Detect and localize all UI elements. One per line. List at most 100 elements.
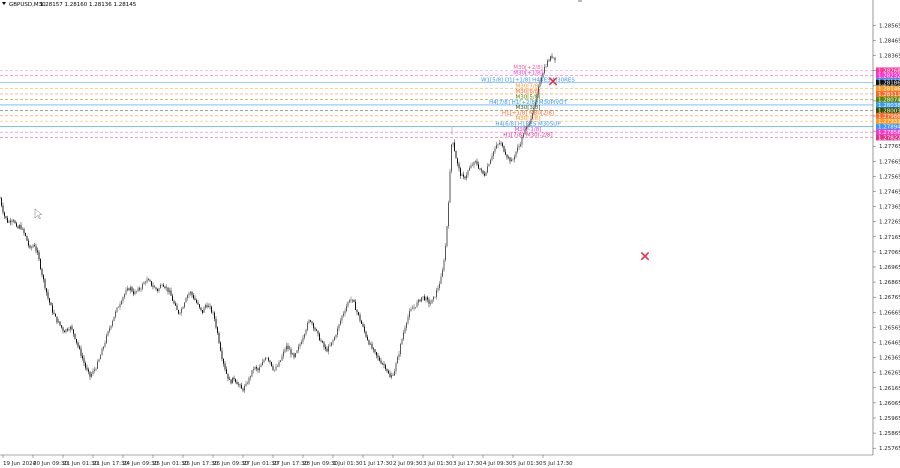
scroll-handle[interactable]	[578, 0, 582, 2]
candle-body	[394, 371, 395, 376]
chevron-down-icon[interactable]	[2, 2, 6, 5]
price-badge	[876, 91, 900, 97]
candle-body	[257, 368, 259, 371]
candle-body	[539, 81, 541, 87]
candle-body	[547, 60, 548, 67]
candle-body	[301, 341, 302, 345]
candle-body	[385, 365, 386, 369]
y-tick-label: 1.26865	[879, 280, 900, 286]
candle-body	[124, 294, 125, 298]
level-label: H1[7/8] M30[-2/8]	[503, 132, 552, 138]
candle-body	[202, 310, 203, 313]
candle-body	[541, 77, 542, 82]
candle-body	[443, 260, 445, 271]
candle-body	[338, 324, 340, 329]
candle-body	[173, 300, 175, 304]
candle-body	[371, 343, 373, 349]
x-tick-label: 28 Jun 09:30	[303, 461, 338, 467]
candle-body	[98, 359, 100, 362]
candle-body	[86, 367, 88, 370]
x-tick-label: 21 Jun 17:30	[93, 461, 128, 467]
candle-body	[122, 297, 124, 302]
candle-body	[470, 165, 472, 169]
price-badge	[876, 123, 900, 130]
x-tick-label: 25 Jun 17:30	[183, 461, 218, 467]
candle-body	[113, 316, 115, 322]
candle-body	[290, 349, 292, 355]
candle-body	[77, 342, 79, 347]
candle-body	[155, 287, 157, 290]
candle-body	[467, 170, 469, 175]
candle-body	[457, 158, 458, 164]
y-tick-label: 1.28565	[879, 23, 900, 29]
candle-body	[139, 288, 140, 290]
price-badge	[876, 67, 900, 74]
candle-body	[286, 345, 287, 350]
candle-body	[296, 350, 298, 354]
candle-body	[182, 307, 184, 309]
candle-body	[314, 327, 316, 330]
close-icon[interactable]	[548, 77, 558, 86]
candle-body	[256, 367, 257, 369]
candle-body	[133, 291, 134, 295]
y-tick-label: 1.27065	[879, 250, 900, 256]
x-tick-label: 26 Jun 09:30	[213, 461, 248, 467]
candle-body	[226, 369, 227, 374]
candle-body	[178, 310, 179, 314]
candle-body	[245, 383, 247, 387]
candle-body	[125, 290, 127, 295]
candle-body	[95, 368, 97, 370]
close-icon[interactable]	[640, 252, 650, 261]
candle-body	[271, 362, 272, 367]
price-badge-label: 1.28146	[878, 87, 900, 93]
candle-body	[347, 301, 349, 307]
candle-body	[506, 154, 508, 158]
candle-body	[478, 164, 479, 169]
candle-body	[181, 308, 182, 313]
price-badge-label: 1.27858	[878, 130, 900, 136]
candle-body	[44, 279, 46, 289]
price-badge-label: 1.28074	[878, 98, 900, 104]
level-label: M30[-1/8]	[515, 127, 542, 133]
y-tick-label: 1.27365	[879, 205, 900, 211]
candle-body	[424, 296, 425, 301]
candle-body	[316, 329, 317, 331]
candle-body	[149, 280, 151, 282]
candle-body	[158, 288, 160, 291]
candle-body	[454, 142, 455, 152]
candle-body	[40, 259, 41, 270]
candle-body	[491, 155, 493, 160]
candle-body	[170, 290, 172, 296]
x-tick-label: 24 Jun 09:30	[123, 461, 158, 467]
candle-body	[473, 161, 475, 166]
candle-body	[448, 202, 449, 227]
candle-body	[29, 245, 31, 248]
candle-body	[268, 357, 269, 361]
candle-body	[469, 168, 470, 171]
candle-body	[302, 337, 304, 342]
candle-body	[70, 326, 71, 330]
candle-body	[244, 386, 245, 391]
price-badge	[876, 129, 900, 135]
price-badge	[876, 113, 900, 119]
candle-body	[152, 285, 154, 287]
candle-body	[208, 305, 209, 308]
y-tick-label: 1.27665	[879, 159, 900, 165]
candle-body	[157, 289, 158, 291]
candle-body	[362, 323, 364, 327]
level-label: H1[+1/8] M30[2/8]	[502, 111, 554, 117]
candle-body	[104, 342, 106, 347]
level-label: W1[5/8] D1[+1/8] H4RES M30RES	[481, 77, 575, 83]
candle-body	[292, 353, 293, 355]
y-tick-label: 1.25865	[879, 431, 900, 437]
candle-body	[5, 216, 7, 219]
candle-body	[494, 148, 496, 152]
candle-body	[517, 147, 518, 152]
candle-body	[538, 86, 539, 95]
x-tick-label: 27 Jun 17:30	[273, 461, 308, 467]
candle-body	[265, 357, 266, 361]
candle-body	[191, 291, 193, 296]
x-tick-label: 19 Jun 2024	[3, 461, 37, 467]
